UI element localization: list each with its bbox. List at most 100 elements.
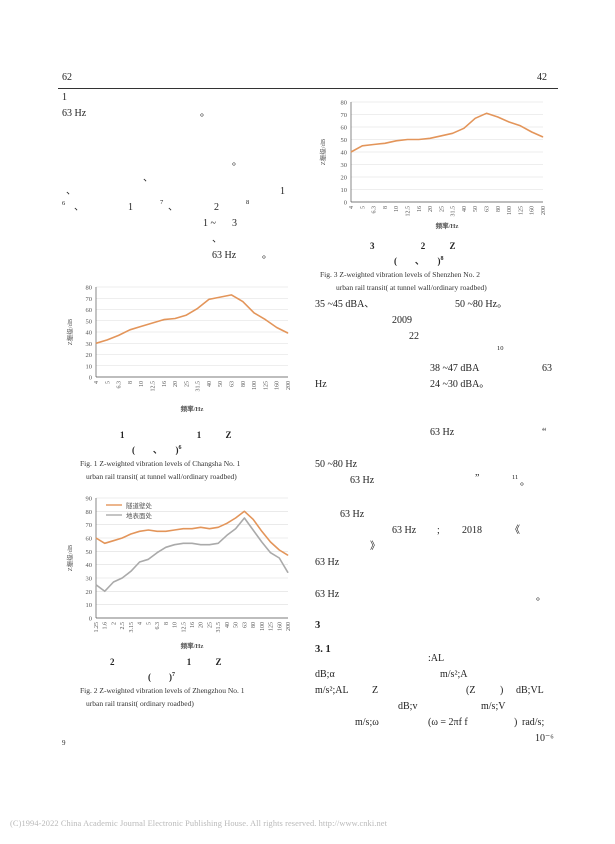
data-point xyxy=(191,528,193,529)
data-point xyxy=(531,131,532,133)
formula-text-fragment: m/s²;A xyxy=(440,669,468,680)
data-point xyxy=(429,138,431,139)
data-point xyxy=(107,339,108,341)
data-point xyxy=(486,113,487,114)
y-tick-label: 70 xyxy=(86,296,93,303)
data-point xyxy=(217,527,219,528)
y-tick-label: 30 xyxy=(86,341,93,348)
right-text-fragment: 。 xyxy=(536,592,546,603)
x-tick-label: 20 xyxy=(173,381,179,387)
left-text-fragment: 、 xyxy=(143,173,153,184)
data-point xyxy=(497,116,499,118)
data-point xyxy=(407,139,408,140)
right-text-fragment: “ xyxy=(542,427,547,438)
data-point xyxy=(261,531,263,532)
formula-text-fragment: dB;α xyxy=(315,669,335,680)
y-tick-label: 90 xyxy=(86,496,93,503)
x-tick-label: 20 xyxy=(199,622,205,628)
x-tick-label: 80 xyxy=(241,381,247,387)
x-axis-label: 频率/Hz xyxy=(181,641,204,650)
data-point xyxy=(165,531,167,532)
data-point xyxy=(287,332,289,334)
x-tick-label: 40 xyxy=(462,206,468,212)
y-tick-label: 40 xyxy=(86,330,93,337)
x-tick-label: 160 xyxy=(277,622,283,631)
data-point xyxy=(200,527,201,528)
figure-1-caption-paren: ( 、 ) xyxy=(132,445,179,455)
x-tick-label: 80 xyxy=(251,622,257,628)
data-point xyxy=(174,318,176,319)
data-point xyxy=(508,121,510,123)
x-tick-label: 8 xyxy=(383,206,389,209)
right-text-fragment: ; xyxy=(437,525,440,536)
data-point xyxy=(156,552,158,553)
x-tick-label: 12.5 xyxy=(150,381,156,392)
right-text-fragment: 63 Hz xyxy=(315,557,340,568)
page-number-right: 42 xyxy=(537,72,547,83)
y-tick-label: 0 xyxy=(89,616,92,623)
figure-1-caption-en-1: Fig. 1 Z-weighted vibration levels of Ch… xyxy=(80,459,241,468)
y-axis-label: Z振级/dB xyxy=(318,138,327,165)
figure-1-caption-zh: 1 1 Z xyxy=(120,430,232,440)
formula-text-fragment: rad/s; xyxy=(522,717,545,728)
x-tick-label: 3.15 xyxy=(129,622,135,633)
left-text-fragment: 2 xyxy=(214,202,219,213)
right-text-fragment: 35 ~45 dBA、 xyxy=(315,299,375,310)
x-tick-label: 4 xyxy=(138,622,144,625)
left-text-fragment: 。 xyxy=(200,108,210,119)
data-point xyxy=(226,523,228,524)
right-text-fragment: 10 xyxy=(497,345,504,352)
right-text-fragment: 2009 xyxy=(392,315,412,326)
data-point xyxy=(121,537,123,539)
right-text-fragment: 63 Hz xyxy=(340,509,365,520)
x-axis-label: 频率/Hz xyxy=(181,404,204,413)
x-tick-label: 1.6 xyxy=(103,622,109,630)
figure-3-caption-zh: 3 2 Z xyxy=(370,241,456,251)
data-point xyxy=(261,541,263,543)
x-tick-label: 200 xyxy=(286,622,292,631)
x-tick-label: 5 xyxy=(105,381,111,384)
data-point xyxy=(113,540,114,541)
data-point xyxy=(186,314,187,316)
x-tick-label: 2 xyxy=(111,622,117,625)
y-tick-label: 80 xyxy=(86,285,93,292)
data-point xyxy=(104,543,105,544)
x-tick-label: 160 xyxy=(275,381,281,390)
y-tick-label: 20 xyxy=(86,589,93,596)
right-text-fragment: 11 xyxy=(512,474,519,481)
x-axis-label: 频率/Hz xyxy=(436,221,459,230)
series-line-1 xyxy=(350,112,544,153)
data-point xyxy=(542,136,544,138)
x-tick-label: 100 xyxy=(260,622,266,631)
y-tick-label: 60 xyxy=(86,307,93,314)
formula-text-fragment: dB;v xyxy=(398,701,418,712)
x-tick-label: 4 xyxy=(349,206,355,209)
x-tick-label: 20 xyxy=(428,206,434,212)
figure-1-caption-z: Z xyxy=(225,430,232,440)
x-tick-label: 10 xyxy=(139,381,145,387)
left-text-fragment: 、 xyxy=(66,186,76,197)
left-text-fragment: 、 xyxy=(168,202,178,213)
data-point xyxy=(265,319,266,320)
y-tick-label: 30 xyxy=(86,576,93,583)
figure-1-reference: 6 xyxy=(178,445,182,451)
right-text-fragment: 63 Hz xyxy=(350,475,375,486)
x-tick-label: 31.5 xyxy=(196,381,202,392)
x-tick-label: 80 xyxy=(496,206,502,212)
right-text-fragment: 50 ~80 Hz xyxy=(315,459,358,470)
data-point xyxy=(252,529,254,531)
data-point xyxy=(362,145,363,147)
data-point xyxy=(452,133,453,134)
x-tick-label: 12.5 xyxy=(405,206,411,217)
formula-text-fragment: m/s²;AL xyxy=(315,685,349,696)
data-point xyxy=(183,543,184,544)
x-tick-label: 12.5 xyxy=(181,622,187,633)
left-text-fragment: 、 xyxy=(212,234,222,245)
right-text-fragment: 63 Hz xyxy=(392,525,417,536)
y-tick-label: 70 xyxy=(86,522,93,529)
data-point xyxy=(270,541,271,543)
data-point xyxy=(200,544,201,545)
x-tick-label: 16 xyxy=(190,622,196,628)
right-text-fragment: 》 xyxy=(370,541,380,552)
